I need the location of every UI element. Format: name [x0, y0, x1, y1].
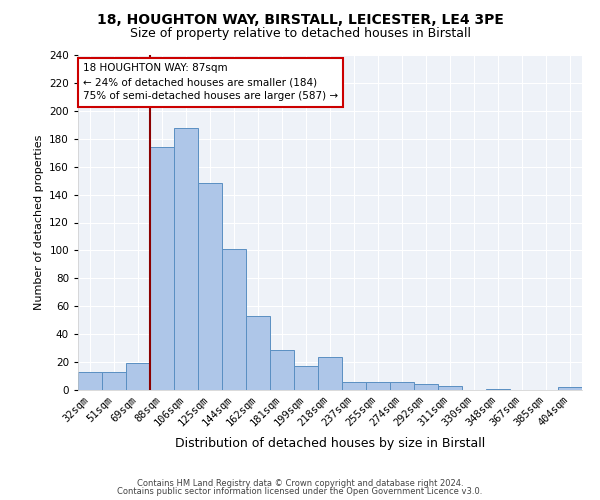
Bar [438, 386, 462, 390]
Text: Size of property relative to detached houses in Birstall: Size of property relative to detached ho… [130, 28, 470, 40]
Bar [318, 356, 342, 390]
Bar [366, 382, 390, 390]
Text: Contains public sector information licensed under the Open Government Licence v3: Contains public sector information licen… [118, 487, 482, 496]
Bar [102, 372, 126, 390]
Text: 18, HOUGHTON WAY, BIRSTALL, LEICESTER, LE4 3PE: 18, HOUGHTON WAY, BIRSTALL, LEICESTER, L… [97, 12, 503, 26]
Bar [246, 316, 270, 390]
Bar [174, 128, 198, 390]
Bar [150, 147, 174, 390]
Bar [390, 382, 414, 390]
Bar [222, 249, 246, 390]
Bar [270, 350, 294, 390]
X-axis label: Distribution of detached houses by size in Birstall: Distribution of detached houses by size … [175, 437, 485, 450]
Text: Contains HM Land Registry data © Crown copyright and database right 2024.: Contains HM Land Registry data © Crown c… [137, 478, 463, 488]
Bar [294, 366, 318, 390]
Bar [198, 184, 222, 390]
Bar [126, 364, 150, 390]
Bar [342, 382, 366, 390]
Y-axis label: Number of detached properties: Number of detached properties [34, 135, 44, 310]
Text: 18 HOUGHTON WAY: 87sqm
← 24% of detached houses are smaller (184)
75% of semi-de: 18 HOUGHTON WAY: 87sqm ← 24% of detached… [83, 64, 338, 102]
Bar [414, 384, 438, 390]
Bar [486, 388, 510, 390]
Bar [78, 372, 102, 390]
Bar [558, 387, 582, 390]
